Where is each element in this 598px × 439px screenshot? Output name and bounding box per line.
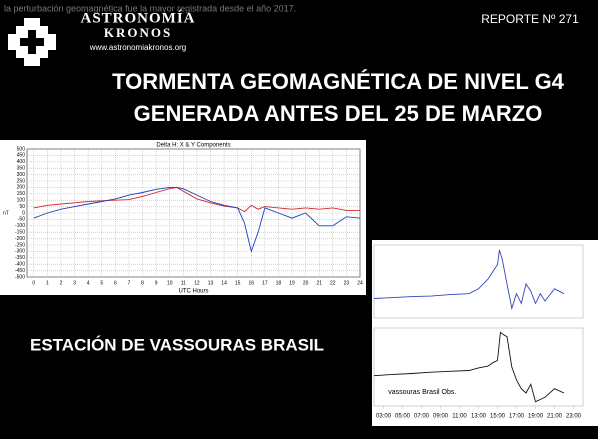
- x-tick-label: 16: [248, 280, 254, 286]
- y-tick-label: 450: [17, 153, 26, 159]
- y-tick-label: -300: [15, 249, 25, 255]
- headline: GENERADA ANTES DEL 25 DE MARZO: [134, 101, 543, 126]
- x-tick-label: 10: [167, 280, 173, 286]
- x-tick-label: 13:00: [471, 414, 487, 420]
- x-tick-label: 23:00: [566, 414, 582, 420]
- report-number: REPORTE Nº 271: [481, 12, 579, 26]
- y-tick-label: -200: [15, 236, 25, 242]
- x-tick-label: 03:00: [376, 414, 392, 420]
- y-tick-label: 300: [17, 172, 26, 178]
- y-tick-label: 50: [19, 204, 25, 210]
- y-tick-label: 0: [22, 210, 25, 216]
- x-tick-label: 2: [60, 280, 63, 286]
- x-tick-label: 12: [194, 280, 200, 286]
- logo-url: www.astronomiakronos.org: [89, 43, 186, 52]
- x-tick-label: 19:00: [528, 414, 544, 420]
- plot-area: [373, 244, 584, 319]
- x-tick-label: 3: [73, 280, 76, 286]
- logo-name: KRONOS: [104, 25, 172, 40]
- y-tick-label: -50: [18, 217, 25, 223]
- x-tick-label: 11: [181, 280, 186, 286]
- x-tick-label: 6: [114, 280, 117, 286]
- logo-name: ASTRONOMÍA: [80, 9, 195, 26]
- x-tick-label: 14: [221, 280, 227, 286]
- y-tick-label: -150: [15, 230, 25, 236]
- data-line: [373, 249, 565, 311]
- x-tick-label: 5: [100, 280, 103, 286]
- annotation: vassouras Brasil Obs.: [388, 389, 456, 396]
- data-line: [33, 186, 360, 213]
- x-tick-label: 1: [46, 280, 49, 286]
- y-tick-label: 500: [17, 146, 26, 152]
- y-tick-label: -400: [15, 262, 25, 268]
- x-tick-label: 15: [235, 280, 241, 286]
- logo-icon: [8, 18, 56, 66]
- x-tick-label: 21: [316, 280, 322, 286]
- y-tick-label: 150: [17, 191, 26, 197]
- data-line: [373, 331, 565, 403]
- y-tick-label: 400: [17, 159, 26, 165]
- x-tick-label: 05:00: [395, 414, 411, 420]
- x-tick-label: 13: [208, 280, 214, 286]
- x-tick-label: 20: [303, 280, 309, 286]
- x-tick-label: 8: [141, 280, 144, 286]
- x-tick-label: 09:00: [433, 414, 449, 420]
- x-tick-label: 18: [276, 280, 282, 286]
- y-tick-label: 350: [17, 166, 26, 172]
- x-tick-label: 4: [87, 280, 90, 286]
- chart-panel: [372, 240, 598, 426]
- x-tick-label: 19: [289, 280, 295, 286]
- y-tick-label: -250: [15, 242, 25, 248]
- x-tick-label: 22: [330, 280, 336, 286]
- y-axis-label: nT: [3, 210, 9, 216]
- chart-panel: [0, 140, 366, 295]
- x-tick-label: 7: [128, 280, 131, 286]
- x-tick-label: 24: [357, 280, 363, 286]
- x-tick-label: 17: [262, 280, 268, 286]
- y-tick-label: 100: [17, 198, 26, 204]
- y-tick-label: -500: [15, 274, 25, 280]
- data-line: [33, 186, 361, 253]
- x-tick-label: 07:00: [414, 414, 430, 420]
- station: ESTACIÓN DE VASSOURAS BRASIL: [30, 335, 324, 354]
- caption: la perturbación geomagnética fue la mayo…: [4, 3, 296, 13]
- x-tick-label: 15:00: [490, 414, 506, 420]
- x-tick-label: 17:00: [509, 414, 525, 420]
- y-tick-label: -100: [15, 223, 25, 229]
- y-tick-label: -350: [15, 255, 25, 261]
- x-axis-label: UTC Hours: [178, 289, 208, 295]
- x-tick-label: 11:00: [452, 414, 467, 420]
- y-tick-label: 250: [17, 178, 26, 184]
- y-tick-label: -450: [15, 268, 25, 274]
- y-tick-label: 200: [17, 185, 26, 191]
- x-tick-label: 9: [155, 280, 158, 286]
- x-tick-label: 0: [32, 280, 35, 286]
- chart-title: Delta H: X & Y Components: [156, 143, 230, 149]
- x-tick-label: 21:00: [547, 414, 563, 420]
- x-tick-label: 23: [344, 280, 350, 286]
- headline: TORMENTA GEOMAGNÉTICA DE NIVEL G4: [112, 69, 565, 94]
